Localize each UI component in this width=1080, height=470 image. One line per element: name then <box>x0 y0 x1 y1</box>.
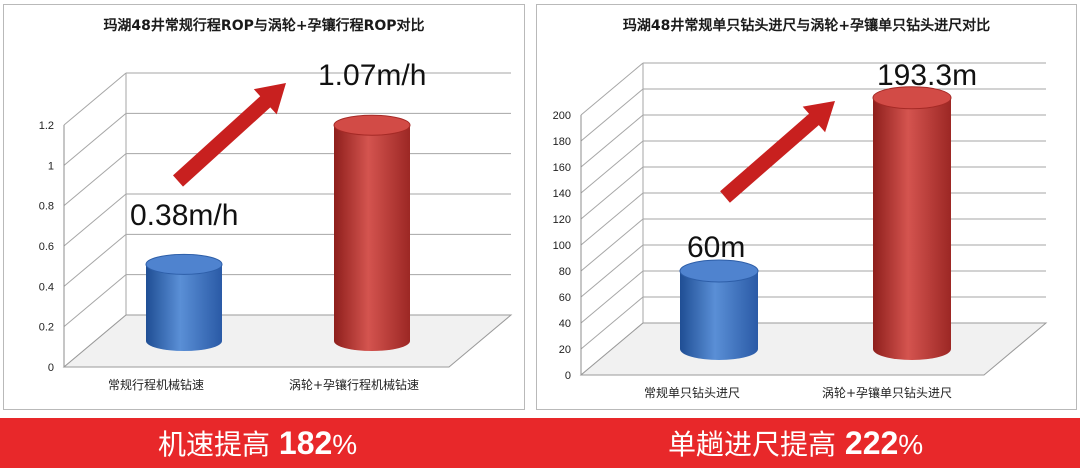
bar-top <box>333 114 411 136</box>
y-tick-label: 80 <box>559 266 571 278</box>
trend-arrow <box>173 83 286 187</box>
side-gridline <box>63 72 127 126</box>
side-gridline <box>580 140 644 194</box>
side-gridline <box>580 88 644 142</box>
chart-rop: 0 0.2 0.4 0.6 0.8 1 1.2 常规行程机械钻速 0.38m/h 涡轮+孕镶行程机… <box>39 59 513 392</box>
banner-footage-increase: 单趟进尺提高 222% <box>668 418 923 468</box>
chart-footage: 0 20 40 60 80 100 120 140 160 180 200 常规单只钻头进尺 60m 涡轮… <box>553 59 1048 400</box>
bar-body <box>873 97 951 361</box>
trend-arrow <box>720 101 835 203</box>
data-label: 193.3m <box>877 59 977 92</box>
y-tick-label: 100 <box>553 240 571 252</box>
y-tick-label: 40 <box>559 318 571 330</box>
bar-top <box>872 86 952 110</box>
bar-body <box>146 264 222 351</box>
x-category-label: 常规行程机械钻速 <box>108 377 204 392</box>
y-tick-label: 160 <box>553 162 571 174</box>
banner-rop-number: 182 <box>278 425 333 461</box>
chart-title-footage: 玛湖48井常规单只钻头进尺与涡轮+孕镶单只钻头进尺对比 <box>622 18 991 34</box>
y-tick-label: 200 <box>553 110 571 122</box>
chart-floor <box>579 322 1048 376</box>
banner-rop-label: 机速提高 <box>158 428 279 461</box>
data-label: 60m <box>687 231 745 264</box>
banner-rop-increase: 机速提高 182% <box>158 418 357 468</box>
chart-panel-rop: 玛湖48井常规行程ROP与涡轮+孕镶行程ROP对比 0 0.2 0.4 0.6 0.8 1… <box>3 4 525 410</box>
bar-body <box>334 125 410 351</box>
banner-footage-label: 单趟进尺提高 <box>668 428 845 461</box>
y-tick-label: 20 <box>559 344 571 356</box>
data-label: 0.38m/h <box>130 199 238 232</box>
bar-body <box>680 271 758 360</box>
banner-footage-percent: % <box>898 429 924 460</box>
bar-top <box>145 253 223 275</box>
x-category-label: 涡轮+孕镶行程机械钻速 <box>289 377 419 392</box>
y-tick-label: 1.2 <box>39 120 54 132</box>
y-tick-label: 0.4 <box>39 281 54 293</box>
y-tick-label: 120 <box>553 214 571 226</box>
bar-top <box>679 259 759 283</box>
side-gridline <box>580 270 644 324</box>
chart-panel-footage: 玛湖48井常规单只钻头进尺与涡轮+孕镶单只钻头进尺对比 0 20 40 60 80 100… <box>536 4 1077 410</box>
y-tick-label: 140 <box>553 188 571 200</box>
y-tick-label: 0 <box>48 362 54 374</box>
y-tick-label: 0.8 <box>39 201 54 213</box>
side-gridline <box>580 114 644 168</box>
side-gridline <box>63 112 127 166</box>
banner-rop-percent: % <box>332 429 358 460</box>
side-gridline <box>580 166 644 220</box>
y-tick-label: 0.2 <box>39 322 54 334</box>
side-gridline <box>580 192 644 246</box>
y-tick-label: 1 <box>48 160 54 172</box>
data-label: 1.07m/h <box>318 59 426 92</box>
y-tick-label: 60 <box>559 292 571 304</box>
side-gridline <box>63 153 127 207</box>
banner-footage-number: 222 <box>844 425 899 461</box>
side-gridline <box>63 233 127 287</box>
x-category-label: 涡轮+孕镶单只钻头进尺 <box>822 385 952 400</box>
side-gridline <box>580 62 644 116</box>
summary-banner: 机速提高 182% 单趟进尺提高 222% <box>0 418 1080 468</box>
side-gridline <box>580 244 644 298</box>
y-tick-label: 0 <box>565 370 571 382</box>
side-gridline <box>63 193 127 247</box>
x-category-label: 常规单只钻头进尺 <box>644 385 740 400</box>
side-gridline <box>63 274 127 328</box>
chart-floor <box>62 314 513 368</box>
y-tick-label: 0.6 <box>39 241 54 253</box>
side-gridline <box>580 218 644 272</box>
side-gridline <box>580 296 644 350</box>
y-tick-label: 180 <box>553 136 571 148</box>
chart-title-rop: 玛湖48井常规行程ROP与涡轮+孕镶行程ROP对比 <box>103 18 425 34</box>
